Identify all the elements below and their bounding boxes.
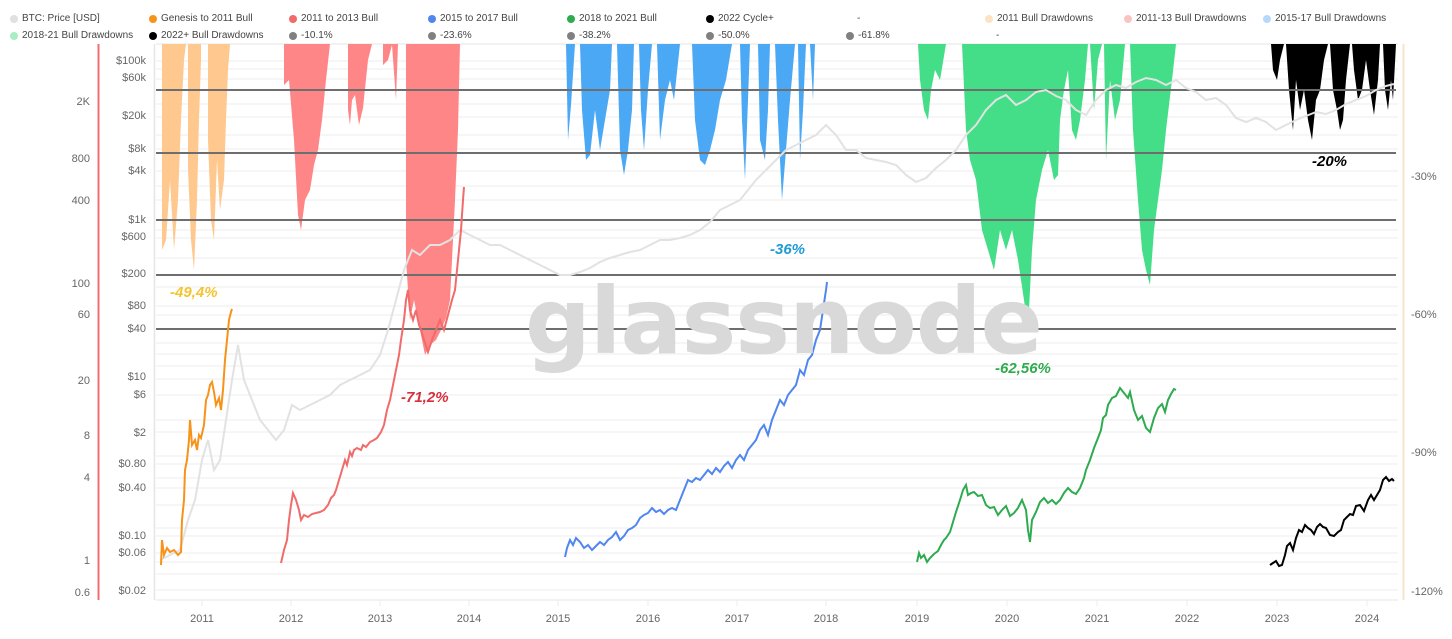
drawdown-area-2011 bbox=[162, 44, 230, 270]
x-tick: 2020 bbox=[994, 613, 1020, 625]
y-price-tick: $100k bbox=[116, 55, 146, 67]
x-tick: 2012 bbox=[278, 613, 304, 625]
legend-item-2022-drawdowns[interactable]: 2022+ Bull Drawdowns bbox=[149, 30, 264, 41]
legend-item-btc-price[interactable]: BTC: Price [USD] bbox=[10, 13, 100, 24]
drawdown-area-2022 bbox=[1271, 44, 1396, 140]
y-price-tick: $10 bbox=[127, 371, 146, 383]
legend-dot-icon bbox=[428, 31, 436, 40]
legend-dot-icon bbox=[706, 14, 714, 23]
legend-dot-icon bbox=[149, 14, 157, 23]
legend-item-dash-2[interactable]: - bbox=[996, 30, 1000, 41]
drawdown-area-2015-17 bbox=[566, 44, 815, 200]
legend-dot-icon bbox=[567, 14, 575, 23]
x-tick: 2018 bbox=[813, 613, 839, 625]
y-price-tick: $1k bbox=[128, 214, 146, 226]
legend-item-2018-2021[interactable]: 2018 to 2021 Bull bbox=[567, 13, 657, 24]
legend-item-fib-10-1[interactable]: -10.1% bbox=[289, 30, 333, 41]
legend-item-2011-2013[interactable]: 2011 to 2013 Bull bbox=[289, 13, 378, 24]
y-price-tick: $6 bbox=[133, 389, 146, 401]
y-right-tick: -30% bbox=[1411, 171, 1437, 183]
legend-dot-icon bbox=[10, 14, 18, 23]
2022-cycle-line bbox=[1269, 475, 1395, 568]
y-left-tick: 2K bbox=[76, 96, 90, 108]
legend-dot-icon bbox=[1124, 14, 1132, 23]
legend-item-2011-13-drawdowns[interactable]: 2011-13 Bull Drawdowns bbox=[1124, 13, 1246, 24]
legend-item-dash-1[interactable]: - bbox=[857, 13, 861, 24]
legend-dot-icon bbox=[149, 31, 157, 40]
x-tick: 2023 bbox=[1264, 613, 1290, 625]
legend-item-2015-2017[interactable]: 2015 to 2017 Bull bbox=[428, 13, 518, 24]
y-price-tick: $0.06 bbox=[118, 547, 146, 559]
legend-item-fib-61-8[interactable]: -61.8% bbox=[846, 30, 890, 41]
2011-2013-line bbox=[280, 186, 465, 564]
2015-2017-line bbox=[564, 281, 828, 558]
y-left-tick: 60 bbox=[77, 309, 90, 321]
legend-item-fib-23-6[interactable]: -23.6% bbox=[428, 30, 472, 41]
y-price-tick: $80 bbox=[127, 300, 146, 312]
x-tick: 2017 bbox=[724, 613, 750, 625]
legend-item-2011-drawdowns[interactable]: 2011 Bull Drawdowns bbox=[985, 13, 1093, 24]
legend-dot-icon bbox=[428, 14, 436, 23]
max-drawdown-2011-13: -71,2% bbox=[401, 389, 449, 406]
max-drawdown-2015-17: -36% bbox=[770, 241, 806, 258]
y-price-tick: $0.40 bbox=[118, 482, 146, 494]
y-left-tick: 8 bbox=[83, 430, 90, 442]
x-tick: 2024 bbox=[1354, 613, 1380, 625]
y-price-tick: $0.02 bbox=[118, 585, 146, 597]
x-ticks bbox=[201, 600, 1368, 606]
legend-dot-icon bbox=[706, 31, 714, 40]
y-price-tick: $4k bbox=[128, 165, 146, 177]
y-right-tick: -60% bbox=[1411, 309, 1437, 321]
legend-dot-icon bbox=[985, 14, 993, 23]
y-right-tick: -120% bbox=[1411, 586, 1443, 598]
y-price-tick: $40 bbox=[127, 323, 146, 335]
genesis-2011-line bbox=[160, 308, 233, 566]
chart-legend: BTC: Price [USD] Genesis to 2011 Bull 20… bbox=[0, 0, 1452, 44]
x-tick: 2013 bbox=[367, 613, 393, 625]
y-left-tick: 20 bbox=[77, 375, 90, 387]
y-price-tick: $2 bbox=[133, 427, 146, 439]
x-tick: 2019 bbox=[904, 613, 930, 625]
y-price-tick: $20k bbox=[122, 110, 146, 122]
y-price-tick: $600 bbox=[121, 231, 146, 243]
y-left-tick: 400 bbox=[71, 195, 90, 207]
y-left-tick: 800 bbox=[71, 153, 90, 165]
legend-dot-icon bbox=[846, 31, 854, 40]
legend-item-genesis-2011[interactable]: Genesis to 2011 Bull bbox=[149, 13, 253, 24]
y-right-tick: -90% bbox=[1411, 447, 1437, 459]
legend-dot-icon bbox=[289, 31, 297, 40]
y-left-tick: 100 bbox=[71, 278, 90, 290]
legend-item-2018-21-drawdowns[interactable]: 2018-21 Bull Drawdowns bbox=[10, 30, 133, 41]
legend-dot-icon bbox=[1263, 14, 1271, 23]
legend-dot-icon bbox=[289, 14, 297, 23]
y-price-tick: $200 bbox=[121, 268, 146, 280]
x-tick: 2011 bbox=[190, 613, 214, 625]
y-price-tick: $60k bbox=[122, 72, 146, 84]
x-tick: 2021 bbox=[1084, 613, 1110, 625]
legend-item-2022-cycle[interactable]: 2022 Cycle+ bbox=[706, 13, 774, 24]
y-price-tick: $0.80 bbox=[118, 458, 146, 470]
legend-item-2015-17-drawdowns[interactable]: 2015-17 Bull Drawdowns bbox=[1263, 13, 1386, 24]
y-left-tick: 0.6 bbox=[74, 587, 90, 599]
x-tick: 2022 bbox=[1174, 613, 1200, 625]
btc-price-line bbox=[159, 76, 1395, 561]
y-left-tick: 4 bbox=[83, 472, 90, 484]
2018-2021-line bbox=[916, 386, 1177, 564]
legend-dot-icon bbox=[10, 31, 18, 40]
x-tick: 2016 bbox=[635, 613, 661, 625]
glassnode-watermark: glassnode bbox=[525, 268, 1043, 375]
y-price-tick: $0.10 bbox=[118, 530, 146, 542]
x-tick: 2014 bbox=[456, 613, 482, 625]
legend-dot-icon bbox=[567, 31, 575, 40]
max-drawdown-2011: -49,4% bbox=[170, 284, 218, 301]
drawdown-area-2011-13 bbox=[284, 44, 460, 355]
max-drawdown-2018-21: -62,56% bbox=[995, 360, 1051, 377]
y-price-tick: $8k bbox=[128, 143, 146, 155]
legend-item-fib-50-0[interactable]: -50.0% bbox=[706, 30, 750, 41]
legend-item-fib-38-2[interactable]: -38.2% bbox=[567, 30, 611, 41]
x-tick: 2015 bbox=[545, 613, 571, 625]
y-left-tick: 1 bbox=[83, 555, 90, 567]
max-drawdown-2022: -20% bbox=[1312, 153, 1348, 170]
